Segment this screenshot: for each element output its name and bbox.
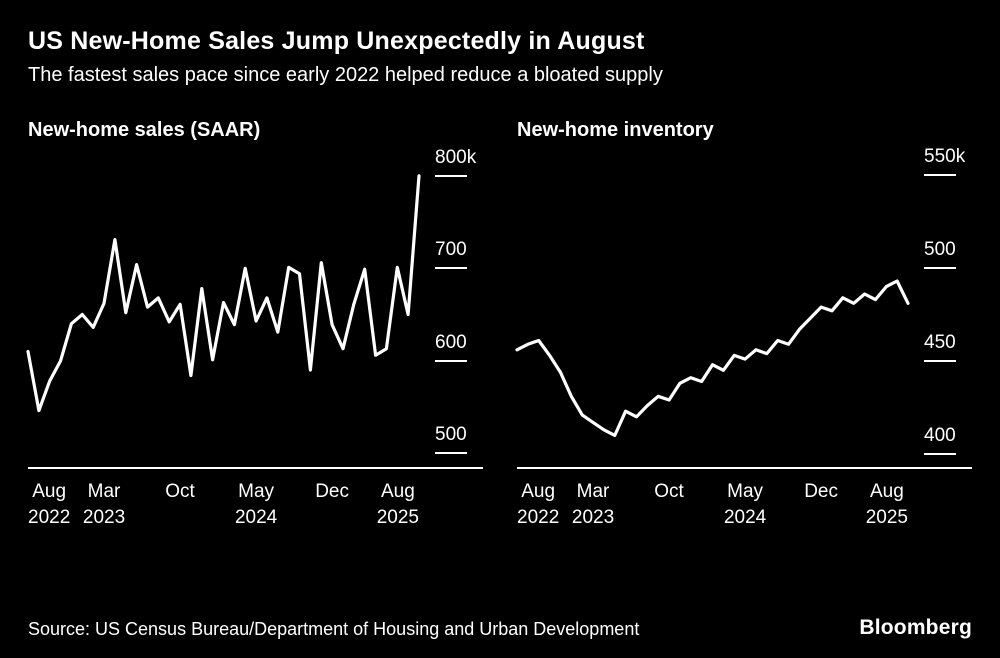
x-axis-label: Mar 2023	[83, 479, 125, 531]
y-tick-mark	[435, 174, 467, 177]
x-axis-label: Mar 2023	[572, 479, 614, 531]
data-line	[26, 174, 421, 413]
page-subtitle: The fastest sales pace since early 2022 …	[28, 64, 663, 86]
y-tick-mark	[435, 359, 467, 362]
x-axis-label: Aug 2022	[28, 479, 70, 531]
y-axis-label: 700	[435, 239, 467, 261]
inventory-chart-panel: New-home inventory 550k 500 450 400 Aug 2022…	[515, 118, 972, 537]
x-tick-year: 2022	[517, 507, 560, 528]
sales-chart-body: 800k 700 600 500	[26, 147, 483, 469]
sales-line-plot	[26, 162, 421, 467]
y-axis-tick: 450	[924, 332, 956, 362]
y-axis-label: 550k	[924, 146, 966, 168]
inventory-y-axis: 550k 500 450 400	[908, 146, 972, 467]
data-line	[515, 279, 910, 437]
x-tick-month: Aug	[380, 481, 415, 502]
x-axis-label: May 2024	[724, 479, 766, 531]
inventory-x-axis: Aug 2022 Mar 2023 Oct May 2024 Dec Aug 2025	[517, 479, 908, 537]
x-axis-label: Dec	[804, 479, 838, 505]
x-axis-label: May 2024	[235, 479, 277, 531]
x-tick-month: Aug	[32, 481, 67, 502]
x-tick-year: 2025	[865, 507, 908, 528]
x-tick-month: May	[238, 481, 275, 502]
x-axis-label: Aug 2025	[866, 479, 908, 531]
sales-chart-title: New-home sales (SAAR)	[28, 119, 261, 141]
footer: Source: US Census Bureau/Department of H…	[28, 616, 972, 640]
page-title: US New-Home Sales Jump Unexpectedly in A…	[28, 27, 645, 55]
y-axis-tick: 400	[924, 425, 956, 455]
y-axis-label: 500	[435, 424, 467, 446]
y-tick-mark	[924, 359, 956, 362]
bloomberg-logo: Bloomberg	[859, 616, 972, 639]
x-tick-year: 2023	[82, 507, 126, 528]
y-tick-mark	[435, 452, 467, 455]
y-axis-tick: 600	[435, 332, 467, 362]
sales-chart-panel: New-home sales (SAAR) 800k 700 600 500 Aug 2…	[26, 118, 483, 537]
charts-row: New-home sales (SAAR) 800k 700 600 500 Aug 2…	[26, 118, 972, 537]
x-axis-label: Oct	[165, 479, 195, 505]
x-axis-label: Dec	[315, 479, 349, 505]
source-text: Source: US Census Bureau/Department of H…	[28, 619, 640, 639]
x-tick-year: 2022	[28, 507, 71, 528]
y-tick-mark	[924, 267, 956, 269]
x-axis-label: Oct	[654, 479, 684, 505]
x-tick-month: Dec	[804, 481, 839, 502]
y-axis-label: 400	[924, 424, 956, 446]
y-axis-label: 600	[435, 331, 467, 353]
y-axis-tick: 550k	[924, 146, 966, 177]
y-axis-tick: 700	[435, 239, 467, 270]
x-tick-year: 2025	[376, 507, 419, 528]
y-axis-label: 500	[924, 239, 956, 260]
x-tick-year: 2024	[234, 507, 278, 528]
x-tick-month: Oct	[654, 481, 684, 502]
x-tick-year: 2023	[571, 507, 615, 528]
line-series-svg	[26, 174, 421, 413]
sales-x-axis: Aug 2022 Mar 2023 Oct May 2024 Dec Aug 2025	[28, 479, 419, 537]
x-axis-label: Aug 2025	[377, 479, 419, 531]
x-tick-month: Oct	[165, 481, 195, 502]
inventory-line-plot	[515, 162, 910, 467]
y-axis-label: 450	[924, 331, 956, 353]
sales-y-axis: 800k 700 600 500	[419, 147, 483, 467]
line-series-svg	[515, 279, 910, 437]
y-tick-mark	[435, 267, 467, 270]
y-axis-label: 800k	[435, 146, 477, 168]
y-tick-mark	[924, 174, 956, 177]
y-tick-mark	[924, 452, 956, 455]
inventory-chart-body: 550k 500 450 400	[515, 146, 972, 469]
x-tick-month: Aug	[521, 481, 556, 502]
y-axis-tick: 800k	[435, 147, 476, 177]
x-tick-month: Dec	[315, 481, 350, 502]
inventory-chart-title: New-home inventory	[517, 119, 714, 141]
x-tick-year: 2024	[723, 507, 767, 528]
x-tick-month: Mar	[87, 481, 121, 502]
x-axis-label: Aug 2022	[517, 479, 559, 531]
x-tick-month: Aug	[869, 481, 904, 502]
y-axis-tick: 500	[435, 424, 467, 455]
x-tick-month: Mar	[576, 481, 610, 502]
x-tick-month: May	[727, 481, 764, 502]
y-axis-tick: 500	[924, 239, 956, 269]
